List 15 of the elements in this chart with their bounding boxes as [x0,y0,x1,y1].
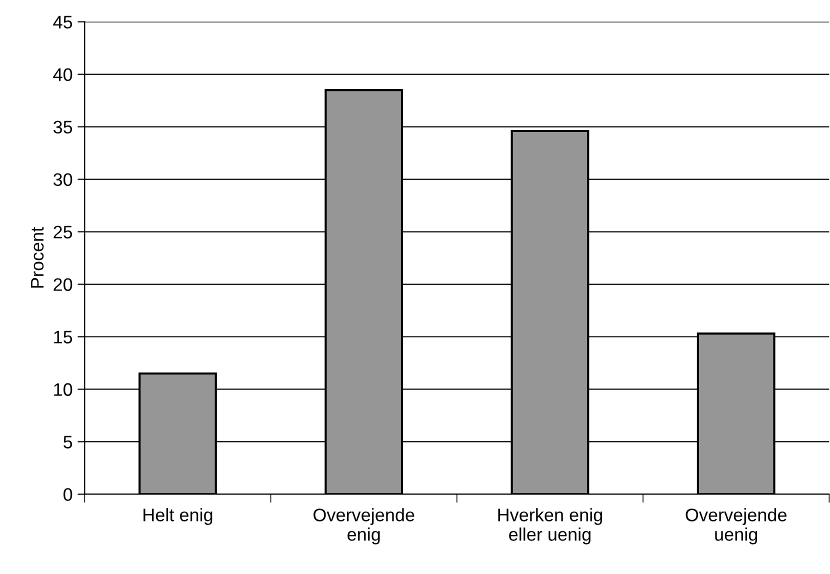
y-tick-label: 0 [64,488,72,501]
x-tick-label: Overvejende uenig [686,508,786,544]
x-tick-label: Hverken enig eller uenig [498,508,602,544]
x-tick-label: Overvejende enig [314,508,414,544]
y-tick-label: 25 [54,226,72,238]
y-tick-label: 30 [53,173,72,186]
y-axis-title: Procent [31,227,44,288]
x-tick-label: Helt enig [144,508,212,525]
y-tick-label: 20 [54,278,72,291]
y-tick-label: 10 [54,383,72,396]
y-tick-label: 15 [54,330,72,344]
y-tick-label: 5 [64,436,72,448]
y-tick-label: 40 [53,68,72,82]
y-tick-label: 45 [53,16,72,29]
y-tick-label: 35 [53,120,72,134]
